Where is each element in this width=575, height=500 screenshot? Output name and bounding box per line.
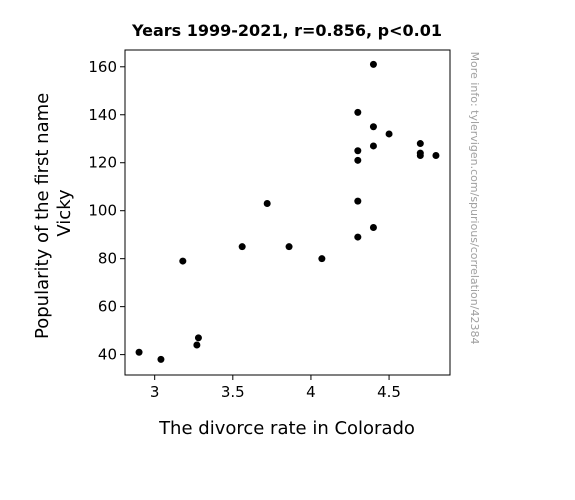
- y-tick-label: 80: [98, 250, 117, 268]
- data-point: [354, 233, 362, 241]
- x-tick-label: 3.5: [221, 383, 245, 401]
- y-axis-label-line-2: Vicky: [54, 189, 75, 237]
- y-axis-ticks: 40 60 80 100 120 140 160: [88, 58, 125, 364]
- x-tick-label: 4.5: [377, 383, 401, 401]
- y-tick-label: 100: [88, 202, 117, 220]
- x-axis-ticks: 3 3.5 4 4.5: [150, 375, 401, 401]
- chart-title: Years 1999-2021, r=0.856, p<0.01: [131, 21, 442, 40]
- data-point: [179, 257, 187, 265]
- plot-area: 3 3.5 4 4.5 40 60 80 100 120 140 160: [88, 49, 451, 401]
- y-axis-label: Popularity of the first name Vicky: [32, 87, 75, 339]
- x-axis-label: The divorce rate in Colorado: [158, 418, 415, 439]
- data-point: [263, 200, 271, 208]
- y-tick-label: 120: [88, 154, 117, 172]
- data-point: [416, 152, 424, 160]
- data-point: [369, 142, 377, 150]
- x-tick-label: 4: [306, 383, 316, 401]
- data-point: [369, 60, 377, 68]
- data-point: [354, 197, 362, 205]
- x-tick-label: 3: [150, 383, 160, 401]
- data-point: [354, 156, 362, 164]
- data-point: [157, 355, 165, 363]
- y-axis-label-line-1: Popularity of the first name: [32, 93, 53, 339]
- data-point: [385, 130, 393, 138]
- data-points: [135, 60, 440, 363]
- y-tick-label: 60: [98, 298, 117, 316]
- data-point: [369, 223, 377, 231]
- plot-frame: [124, 49, 451, 376]
- y-tick-label: 140: [88, 106, 117, 124]
- data-point: [354, 147, 362, 155]
- y-tick-label: 160: [88, 58, 117, 76]
- data-point: [369, 123, 377, 131]
- watermark-text: More info: tylervigen.com/spurious/corre…: [468, 52, 481, 345]
- data-point: [238, 243, 246, 251]
- data-point: [135, 348, 143, 356]
- data-point: [318, 255, 326, 263]
- data-point: [194, 334, 202, 342]
- data-point: [354, 108, 362, 116]
- y-tick-label: 40: [98, 346, 117, 364]
- data-point: [416, 140, 424, 148]
- data-point: [193, 341, 201, 349]
- data-point: [285, 243, 293, 251]
- data-point: [432, 152, 440, 160]
